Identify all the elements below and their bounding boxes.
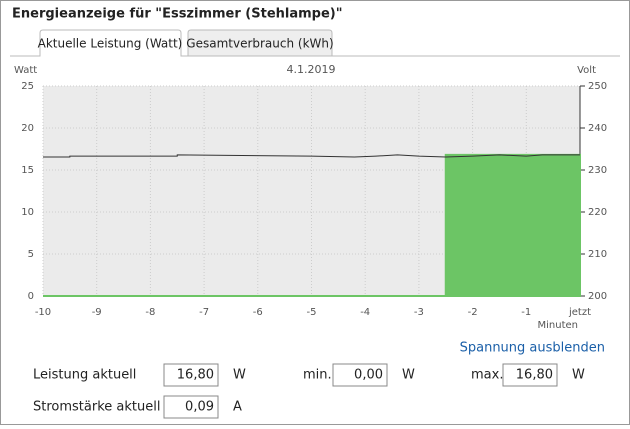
y2-tick-label: 220 [588,207,607,218]
y2-tick-label: 200 [588,291,607,302]
line [43,154,580,158]
y2-tick-label: 240 [588,123,607,134]
x-tick-label: -4 [360,307,370,318]
tab-label[interactable]: Gesamtverbrauch (kWh) [186,37,333,51]
field-label: Stromstärke aktuell [33,400,160,415]
y2-tick-label: 230 [588,165,607,176]
y-tick-label: 25 [21,81,34,92]
chart-title: 4.1.2019 [287,63,336,76]
input-value[interactable]: 16,80 [177,368,214,383]
x-tick-label: -6 [253,307,263,318]
x-tick-label: -3 [414,307,424,318]
input-value[interactable]: 0,00 [354,368,383,383]
y-axis-label: Watt [14,65,37,76]
input-box[interactable] [502,363,558,387]
x-tick-label: -2 [468,307,478,318]
y-tick-label: 10 [21,207,34,218]
input-value[interactable]: 0,09 [185,400,214,415]
unit: W [233,368,246,383]
x-tick-label: jetzt [568,307,591,318]
x-axis-label: Minuten [538,320,579,331]
page-title: Energieanzeige für "Esszimmer (Stehlampe… [12,7,343,22]
input-value[interactable]: 16,80 [516,368,553,383]
toggle-link[interactable]: Spannung ausblenden [460,341,605,356]
input-box[interactable] [163,395,219,419]
tab-active[interactable] [39,29,182,56]
x-tick-label: -9 [92,307,102,318]
y2-tick-label: 250 [588,81,607,92]
y-tick-label: 20 [21,123,34,134]
x-tick-label: -10 [35,307,51,318]
tab[interactable] [187,29,333,57]
x-tick-label: -7 [199,307,209,318]
y-tick-label: 15 [21,165,34,176]
y-tick-label: 0 [28,291,34,302]
tab-label[interactable]: Aktuelle Leistung (Watt) [38,37,183,51]
x-tick-label: -5 [307,307,317,318]
chart: Watt 4.1.2019 Volt 0 5 10 15 20 25 200 210 220 230 24… [14,63,607,331]
input-box[interactable] [163,363,219,387]
y2-axis-label: Volt [577,65,596,76]
area [43,153,581,297]
unit: W [402,368,415,383]
unit: A [233,400,242,415]
field-label: max. [471,368,503,383]
x-tick-label: -8 [145,307,155,318]
x-tick-label: -1 [521,307,531,318]
field-label: Leistung aktuell [33,368,136,383]
field-label: min. [303,368,332,383]
y-tick-label: 5 [28,249,34,260]
input-box[interactable] [332,363,388,387]
unit: W [572,368,585,383]
y2-tick-label: 210 [588,249,607,260]
